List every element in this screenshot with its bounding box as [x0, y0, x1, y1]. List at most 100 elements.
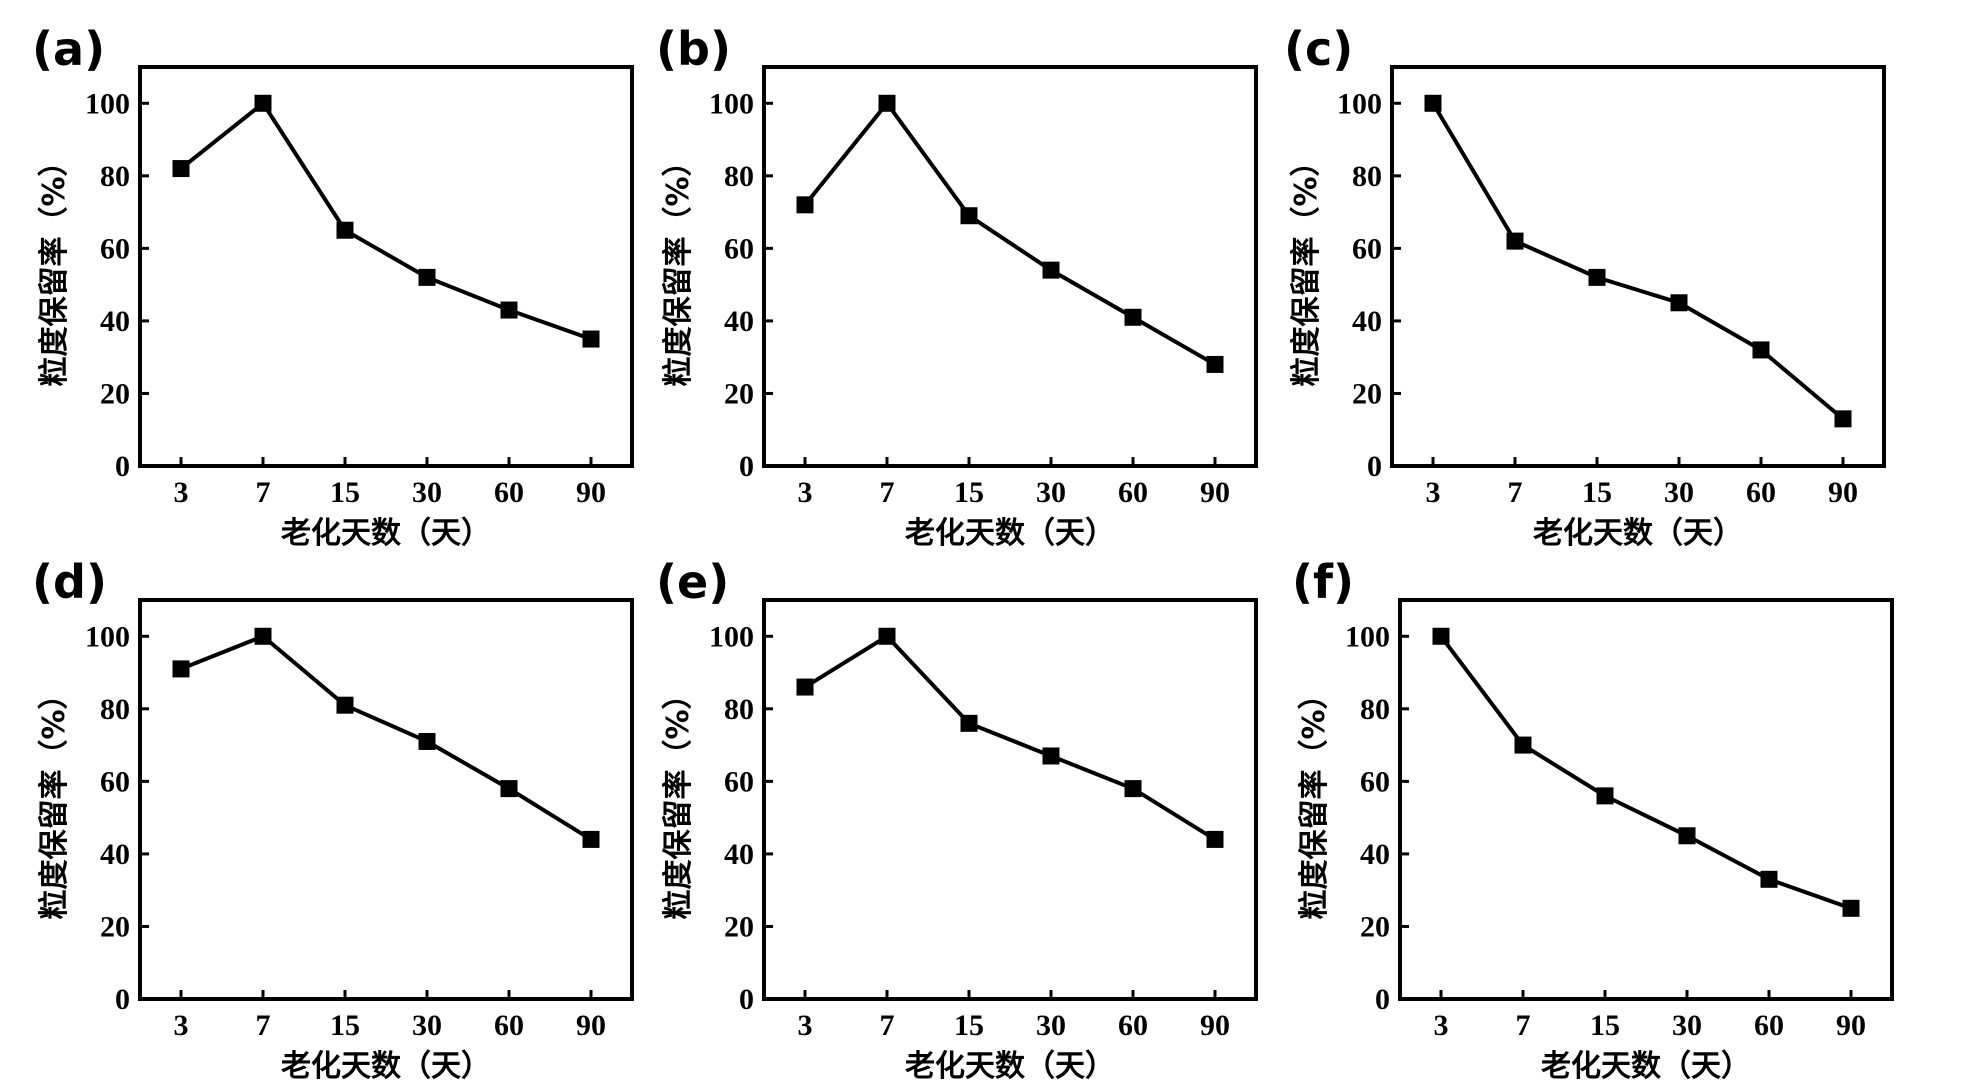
data-point-marker — [1670, 294, 1688, 312]
y-axis-title: 粒度保留率（%） — [661, 679, 696, 919]
y-tick-label: 20 — [100, 910, 130, 943]
y-tick-label: 80 — [100, 160, 130, 193]
x-tick-label: 60 — [1746, 476, 1776, 509]
data-point-marker — [796, 196, 814, 214]
chart-panel: (b) 0 20 40 60 80 100 3 7 15 30 60 90 老化天数（天） 粒度保留率（%） — [656, 22, 1258, 551]
data-point-marker — [1752, 341, 1770, 359]
data-point-marker — [1432, 627, 1450, 645]
x-tick-label: 7 — [256, 476, 271, 509]
data-point-marker — [336, 221, 354, 239]
panel-letter: (d) — [32, 555, 107, 609]
x-axis-title: 老化天数（天） — [281, 1049, 491, 1084]
y-tick-label: 20 — [1360, 910, 1390, 943]
x-axis-title: 老化天数（天） — [905, 516, 1115, 551]
y-tick-label: 100 — [85, 620, 130, 653]
data-point-marker — [418, 268, 436, 286]
y-tick-label: 60 — [100, 765, 130, 798]
data-point-marker — [1124, 780, 1142, 798]
x-tick-label: 30 — [412, 1009, 442, 1042]
y-tick-label: 20 — [1352, 377, 1382, 410]
data-point-marker — [582, 330, 600, 348]
x-tick-label: 90 — [1836, 1009, 1866, 1042]
x-tick-label: 60 — [1118, 1009, 1148, 1042]
data-point-marker — [1588, 268, 1606, 286]
plot-frame — [762, 65, 1258, 468]
data-point-marker — [1042, 747, 1060, 765]
x-tick-label: 15 — [330, 476, 360, 509]
data-point-marker — [1514, 736, 1532, 754]
panel-letter: (e) — [656, 555, 729, 609]
chart-panel: (e) 0 20 40 60 80 100 3 7 15 30 60 90 老化天数（天） 粒度保留率（%） — [656, 555, 1258, 1084]
plot-frame — [1398, 598, 1894, 1001]
y-axis-title: 粒度保留率（%） — [661, 146, 696, 386]
panel-letter: (c) — [1284, 22, 1353, 76]
data-point-marker — [960, 207, 978, 225]
x-tick-label: 30 — [1664, 476, 1694, 509]
y-tick-label: 100 — [1345, 620, 1390, 653]
y-tick-label: 0 — [1375, 983, 1390, 1016]
series-line — [179, 100, 592, 341]
series-line — [803, 99, 1216, 367]
x-tick-label: 90 — [1200, 1009, 1230, 1042]
y-tick-label: 0 — [739, 983, 754, 1016]
y-tick-label: 100 — [1337, 87, 1382, 120]
data-point-marker — [796, 678, 814, 696]
y-tick-label: 40 — [1352, 305, 1382, 338]
y-tick-label: 100 — [709, 620, 754, 653]
y-tick-label: 60 — [1352, 232, 1382, 265]
x-axis-title: 老化天数（天） — [1541, 1049, 1751, 1084]
data-point-marker — [336, 696, 354, 714]
x-tick-label: 3 — [798, 1009, 813, 1042]
y-tick-label: 40 — [724, 305, 754, 338]
x-tick-label: 90 — [576, 1009, 606, 1042]
x-tick-label: 3 — [174, 476, 189, 509]
chart-panel: (c) 0 20 40 60 80 100 3 7 15 30 60 90 老化天数（天） 粒度保留率（%） — [1284, 22, 1886, 551]
data-point-marker — [878, 627, 896, 645]
x-tick-label: 60 — [1754, 1009, 1784, 1042]
y-tick-label: 0 — [739, 450, 754, 483]
series-line — [1439, 635, 1852, 911]
x-tick-label: 15 — [954, 1009, 984, 1042]
series-line — [803, 633, 1217, 842]
x-axis-title: 老化天数（天） — [905, 1049, 1115, 1084]
x-tick-label: 15 — [954, 476, 984, 509]
chart-panel: (d) 0 20 40 60 80 100 3 7 15 30 60 90 老化天数（天） 粒度保留率（%） — [32, 555, 634, 1084]
x-tick-label: 60 — [494, 476, 524, 509]
plot-frame — [1390, 65, 1886, 468]
y-tick-label: 0 — [1367, 450, 1382, 483]
data-point-marker — [1834, 410, 1852, 428]
x-tick-label: 7 — [1508, 476, 1523, 509]
plot-frame — [138, 598, 634, 1001]
y-tick-label: 80 — [724, 693, 754, 726]
x-tick-label: 7 — [880, 1009, 895, 1042]
y-axis-title: 粒度保留率（%） — [37, 146, 72, 386]
data-point-marker — [1596, 787, 1614, 805]
x-tick-label: 3 — [798, 476, 813, 509]
y-tick-label: 60 — [724, 765, 754, 798]
x-tick-label: 60 — [1118, 476, 1148, 509]
y-tick-label: 80 — [100, 693, 130, 726]
y-tick-label: 20 — [724, 377, 754, 410]
data-point-marker — [1506, 232, 1524, 250]
x-axis-title: 老化天数（天） — [281, 516, 491, 551]
y-tick-label: 80 — [1360, 693, 1390, 726]
data-point-marker — [1678, 827, 1696, 845]
x-tick-label: 7 — [256, 1009, 271, 1042]
data-point-marker — [418, 732, 436, 750]
data-point-marker — [500, 780, 518, 798]
chart-panel: (f) 0 20 40 60 80 100 3 7 15 30 60 90 老化天数（天） 粒度保留率（%） — [1292, 555, 1894, 1084]
data-point-marker — [500, 301, 518, 319]
x-tick-label: 15 — [330, 1009, 360, 1042]
x-tick-label: 60 — [494, 1009, 524, 1042]
y-tick-label: 100 — [85, 87, 130, 120]
y-tick-label: 0 — [115, 983, 130, 1016]
x-tick-label: 15 — [1590, 1009, 1620, 1042]
x-axis-title: 老化天数（天） — [1533, 516, 1743, 551]
data-point-marker — [1206, 830, 1224, 848]
data-point-marker — [1760, 870, 1778, 888]
y-axis-title: 粒度保留率（%） — [37, 679, 72, 919]
panel-letter: (a) — [32, 22, 105, 76]
chart-panel: (a) 0 20 40 60 80 100 3 7 15 30 60 90 老化天数（天） 粒度保留率（%） — [32, 22, 634, 551]
y-tick-label: 40 — [724, 838, 754, 871]
